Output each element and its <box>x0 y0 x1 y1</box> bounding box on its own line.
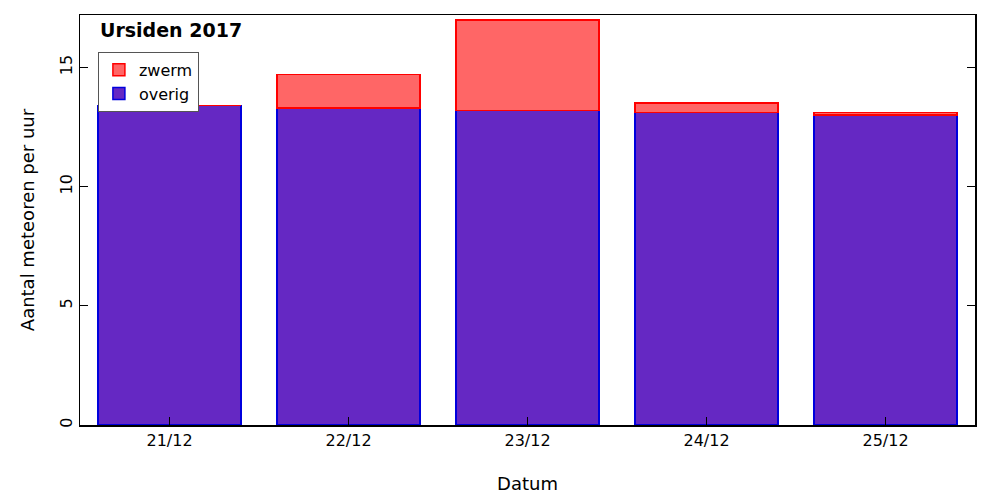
svg-text:Datum: Datum <box>497 473 558 494</box>
svg-text:21/12: 21/12 <box>146 431 192 450</box>
svg-text:0: 0 <box>57 418 76 428</box>
svg-text:5: 5 <box>57 298 76 308</box>
svg-text:zwerm: zwerm <box>139 61 192 80</box>
svg-text:overig: overig <box>139 85 189 104</box>
svg-text:23/12: 23/12 <box>504 431 550 450</box>
svg-text:Aantal meteoren per uur: Aantal meteoren per uur <box>17 108 38 331</box>
svg-text:10: 10 <box>57 174 76 194</box>
svg-text:Ursiden 2017: Ursiden 2017 <box>100 19 242 41</box>
svg-text:24/12: 24/12 <box>683 431 729 450</box>
svg-text:25/12: 25/12 <box>862 431 908 450</box>
svg-text:15: 15 <box>57 55 76 75</box>
svg-text:22/12: 22/12 <box>325 431 371 450</box>
svg-text:hemel.waarnemen.com: hemel.waarnemen.com <box>820 499 973 500</box>
